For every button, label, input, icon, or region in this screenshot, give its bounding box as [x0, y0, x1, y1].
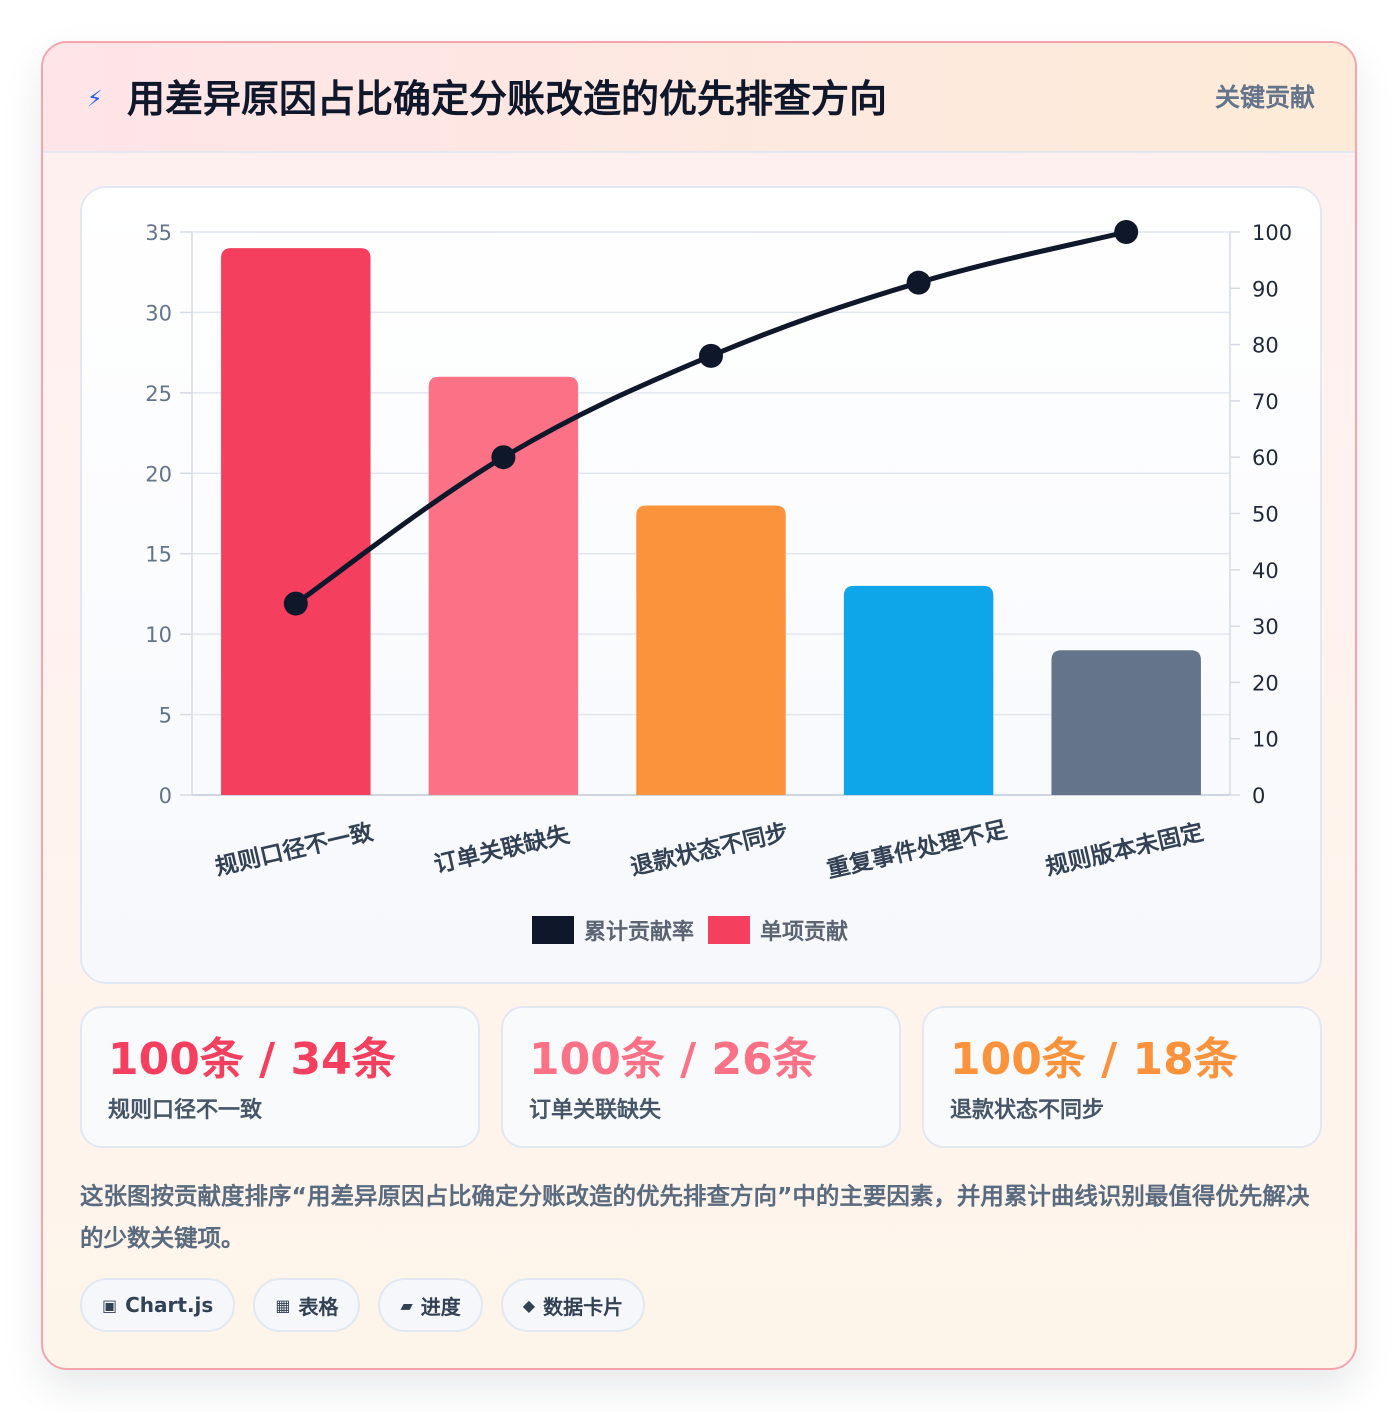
chip-label: Chart.js	[125, 1293, 214, 1317]
chip-label: 数据卡片	[543, 1294, 624, 1319]
stat-value: 100条 / 26条	[529, 1034, 817, 1085]
y-left-tick-label: 25	[145, 382, 172, 406]
y-right-tick-label: 100	[1252, 221, 1292, 245]
bar-2	[428, 376, 579, 795]
bar-5	[1051, 650, 1201, 795]
y-left-tick-label: 0	[159, 784, 172, 808]
bolt-icon: ⚡	[87, 87, 103, 112]
y-right-tick-label: 70	[1252, 390, 1279, 414]
legend-label-single: 单项贡献	[760, 920, 849, 945]
legend-swatch-single	[708, 916, 751, 944]
y-left-tick-label: 10	[145, 623, 172, 647]
stat-cards: 100条 / 34条 规则口径不一致 100条 / 26条 订单关联缺失 100…	[80, 1006, 1322, 1148]
y-right-tick-label: 40	[1252, 559, 1279, 583]
chart-card: ⚡ 用差异原因占比确定分账改造的优先排查方向 关键贡献 0 5 10 15 20 25 30…	[41, 41, 1357, 1370]
y-right-tick-label: 90	[1252, 277, 1279, 301]
chip-label: 表格	[298, 1294, 339, 1319]
x-tick-label: 退款状态不同步	[628, 818, 791, 881]
chip-label: 进度	[420, 1294, 461, 1319]
y-right-tick-label: 80	[1252, 334, 1279, 358]
cumulative-point-3	[699, 343, 723, 368]
chip-data-card[interactable]: ◆ 数据卡片	[500, 1278, 646, 1332]
chart-icon: ▣	[102, 1295, 118, 1315]
x-tick-label: 规则版本未固定	[1043, 818, 1206, 881]
chart-legend: 累计贡献率 单项贡献	[532, 914, 848, 946]
card-icon: ◆	[522, 1295, 536, 1315]
cumulative-point-5	[1114, 220, 1139, 244]
stat-value: 100条 / 18条	[950, 1034, 1238, 1085]
tag-chips: ▣ Chart.js ▦ 表格 ▰ 进度 ◆ 数据卡片	[80, 1278, 646, 1332]
stat-card-1: 100条 / 34条 规则口径不一致	[80, 1006, 480, 1148]
cumulative-point-1	[283, 591, 308, 616]
y-right-tick-label: 60	[1252, 446, 1279, 470]
y-left-tick-label: 20	[145, 462, 172, 486]
legend-item-cumulative[interactable]: 累计贡献率	[532, 914, 694, 946]
bar-1	[221, 248, 371, 796]
y-right-tick-label: 0	[1252, 784, 1265, 808]
stat-label: 规则口径不一致	[108, 1098, 263, 1123]
y-right-tick-label: 10	[1252, 728, 1279, 752]
progress-icon: ▰	[400, 1295, 413, 1315]
stat-label: 订单关联缺失	[529, 1098, 662, 1123]
y-left-tick-label: 30	[145, 301, 172, 325]
bar-4	[843, 585, 994, 795]
legend-item-single[interactable]: 单项贡献	[708, 914, 848, 946]
y-right-tick-label: 50	[1252, 503, 1279, 527]
y-left-tick-label: 5	[159, 704, 172, 728]
legend-label-cumulative: 累计贡献率	[584, 920, 695, 945]
chip-progress[interactable]: ▰ 进度	[378, 1278, 483, 1332]
chip-table[interactable]: ▦ 表格	[253, 1278, 361, 1332]
y-left-tick-label: 15	[145, 543, 172, 567]
y-left-tick-label: 35	[145, 221, 172, 245]
chip-chartjs[interactable]: ▣ Chart.js	[80, 1278, 236, 1332]
cumulative-point-2	[491, 445, 516, 470]
stat-card-2: 100条 / 26条 订单关联缺失	[501, 1006, 901, 1148]
page-title: 用差异原因占比确定分账改造的优先排查方向	[127, 77, 888, 121]
y-right-tick-label: 20	[1252, 671, 1279, 695]
x-tick-label: 重复事件处理不足	[824, 817, 1009, 884]
stat-card-3: 100条 / 18条 退款状态不同步	[922, 1006, 1322, 1148]
y-right-tick-label: 30	[1252, 615, 1279, 639]
header-badge: 关键贡献	[1214, 83, 1315, 112]
x-tick-label: 规则口径不一致	[213, 818, 377, 881]
x-tick-label: 订单关联缺失	[431, 821, 573, 879]
stat-value: 100条 / 34条	[108, 1034, 396, 1085]
chart-description: 这张图按贡献度排序“用差异原因占比确定分账改造的优先排查方向”中的主要因素，并用…	[80, 1182, 1310, 1252]
chart-panel: 0 5 10 15 20 25 30 35 0 10 20 30 40 50 60 70 80 90 100 规则口径…	[80, 186, 1322, 984]
bar-3	[636, 505, 786, 795]
legend-swatch-cumulative	[532, 916, 574, 944]
card-header: ⚡ 用差异原因占比确定分账改造的优先排查方向 关键贡献	[43, 43, 1355, 153]
pareto-chart: 0 5 10 15 20 25 30 35 0 10 20 30 40 50 60 70 80 90 100 规则口径…	[145, 220, 1292, 884]
table-icon: ▦	[275, 1295, 291, 1315]
stat-label: 退款状态不同步	[950, 1098, 1105, 1123]
cumulative-point-4	[906, 270, 931, 295]
